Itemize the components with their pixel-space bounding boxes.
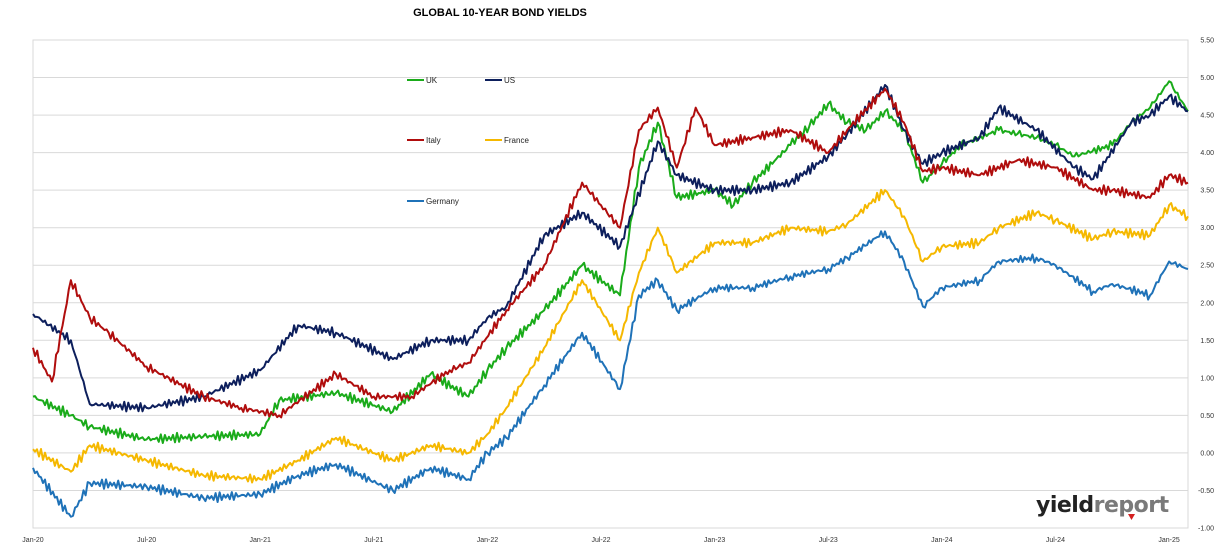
- x-tick-label: Jul-21: [364, 537, 383, 544]
- x-tick-label: Jul-24: [1046, 537, 1065, 544]
- series-line-italy: [32, 87, 1189, 419]
- x-tick-label: Jan-25: [1158, 537, 1180, 544]
- series-line-us: [32, 84, 1189, 413]
- logo-accent-icon: [1128, 514, 1135, 520]
- y-tick-label: -1.00: [1198, 526, 1214, 533]
- legend-label: France: [504, 136, 529, 145]
- legend-label: UK: [426, 76, 438, 85]
- yieldreport-logo: yieldreport: [1036, 493, 1170, 520]
- y-tick-label: 4.00: [1200, 150, 1214, 157]
- legend-label: US: [504, 76, 515, 85]
- series-line-france: [32, 188, 1189, 484]
- logo-prefix: yield: [1036, 493, 1094, 518]
- y-tick-label: 5.00: [1200, 75, 1214, 82]
- y-tick-label: 2.50: [1200, 263, 1214, 270]
- logo-suffix: report: [1094, 493, 1170, 518]
- legend-item-france: France: [485, 136, 529, 145]
- x-tick-label: Jan-22: [477, 537, 499, 544]
- y-tick-label: 1.50: [1200, 338, 1214, 345]
- y-tick-label: -0.50: [1198, 488, 1214, 495]
- x-tick-label: Jul-22: [591, 537, 610, 544]
- legend-label: Germany: [426, 197, 459, 206]
- y-tick-label: 3.00: [1200, 225, 1214, 232]
- x-tick-label: Jul-23: [819, 537, 838, 544]
- x-tick-label: Jan-23: [704, 537, 726, 544]
- series-line-germany: [32, 230, 1189, 518]
- y-tick-label: 4.50: [1200, 113, 1214, 120]
- legend-label: Italy: [426, 136, 441, 145]
- x-tick-label: Jan-24: [931, 537, 953, 544]
- x-tick-label: Jan-20: [22, 537, 44, 544]
- legend: UK US Italy France Germany: [407, 76, 529, 206]
- legend-item-germany: Germany: [407, 197, 459, 206]
- y-tick-label: 5.50: [1200, 38, 1214, 45]
- x-tick-label: Jul-20: [137, 537, 156, 544]
- legend-item-uk: UK: [407, 76, 438, 85]
- x-tick-label: Jan-21: [250, 537, 272, 544]
- chart-title: GLOBAL 10-YEAR BOND YIELDS: [413, 7, 587, 19]
- y-tick-label: 3.50: [1200, 188, 1214, 195]
- legend-item-us: US: [485, 76, 515, 85]
- series-lines: [32, 80, 1189, 518]
- y-tick-label: 0.50: [1200, 413, 1214, 420]
- y-tick-label: 1.00: [1200, 375, 1214, 382]
- axis-labels: 5.50 5.00 4.50 4.00 3.50 3.00 2.50 2.00 1.50 1.00…: [22, 38, 1214, 545]
- y-tick-label: 2.00: [1200, 300, 1214, 307]
- y-tick-label: 0.00: [1200, 450, 1214, 457]
- legend-item-italy: Italy: [407, 136, 441, 145]
- svg-text:yieldreport: yieldreport: [1036, 493, 1170, 518]
- series-line-uk: [32, 80, 1189, 444]
